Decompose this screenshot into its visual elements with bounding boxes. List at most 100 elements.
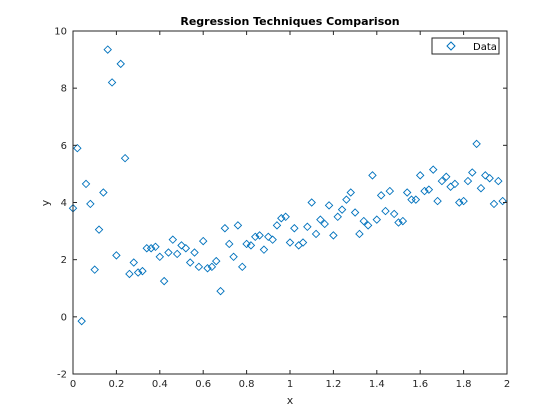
data-point xyxy=(472,139,481,149)
data-point xyxy=(281,212,290,222)
data-point xyxy=(246,241,256,250)
data-point xyxy=(303,222,312,232)
data-point xyxy=(86,199,95,209)
x-tick-label: 1.6 xyxy=(412,379,428,390)
x-tick-label: 0.2 xyxy=(108,379,124,390)
data-point xyxy=(185,258,195,267)
x-tick-label: 0 xyxy=(70,379,76,390)
data-point xyxy=(433,196,442,206)
data-point xyxy=(259,245,269,254)
data-point xyxy=(385,186,395,196)
data-point xyxy=(120,153,130,163)
x-tick-label: 1 xyxy=(287,379,293,390)
y-axis-label: y xyxy=(39,199,52,206)
data-point xyxy=(233,221,243,230)
data-point xyxy=(316,215,325,224)
chart-title: Regression Techniques Comparison xyxy=(180,15,399,28)
data-point xyxy=(468,168,477,177)
data-point xyxy=(381,206,390,216)
data-point xyxy=(198,236,208,246)
data-point xyxy=(498,196,507,206)
data-point xyxy=(133,268,143,277)
data-point xyxy=(376,191,386,200)
plot-area xyxy=(73,31,507,374)
data-point xyxy=(155,252,165,262)
data-point xyxy=(329,231,338,240)
data-point xyxy=(125,269,134,279)
data-point xyxy=(463,176,473,186)
data-point xyxy=(251,232,260,242)
data-point xyxy=(146,243,156,253)
x-tick-label: 1.8 xyxy=(456,379,472,390)
y-tick-label: 8 xyxy=(61,84,67,95)
data-point xyxy=(311,229,321,239)
data-point xyxy=(107,78,117,87)
data-point xyxy=(194,262,204,272)
legend-marker-data xyxy=(446,41,456,51)
data-point xyxy=(355,229,364,239)
data-point xyxy=(116,59,125,69)
data-point xyxy=(177,241,186,250)
x-tick-label: 0.8 xyxy=(239,379,255,390)
y-tick-label: 10 xyxy=(54,27,67,38)
data-point xyxy=(485,173,494,183)
data-point xyxy=(359,216,369,226)
legend: Data xyxy=(431,37,500,55)
data-point xyxy=(346,188,355,197)
data-point xyxy=(272,221,282,230)
data-point xyxy=(203,264,212,273)
data-point xyxy=(90,265,99,274)
data-point xyxy=(238,262,247,272)
data-point xyxy=(216,286,225,296)
data-point xyxy=(207,262,217,272)
data-point xyxy=(99,188,108,197)
data-point xyxy=(442,172,451,182)
x-axis-label: x xyxy=(287,394,294,407)
data-point xyxy=(363,221,373,230)
data-point xyxy=(168,235,178,244)
x-tick-label: 1.2 xyxy=(325,379,341,390)
data-point xyxy=(398,216,408,226)
data-point xyxy=(242,239,251,249)
x-tick-label: 0.6 xyxy=(195,379,211,390)
data-point xyxy=(172,249,182,259)
data-point xyxy=(159,276,169,286)
data-point xyxy=(420,186,429,196)
y-tick-label: 6 xyxy=(61,141,67,152)
data-point xyxy=(337,205,347,214)
data-point xyxy=(415,171,425,180)
data-point xyxy=(402,188,412,197)
data-point xyxy=(190,248,199,257)
legend-box xyxy=(431,37,500,55)
data-point xyxy=(129,258,138,267)
data-point xyxy=(94,225,104,234)
data-point xyxy=(307,198,316,207)
y-tick-label: 0 xyxy=(61,312,67,323)
data-point xyxy=(389,209,399,219)
data-point xyxy=(476,183,486,193)
data-point xyxy=(459,196,468,206)
data-point xyxy=(450,179,460,189)
data-point xyxy=(103,45,112,54)
data-point xyxy=(211,256,221,266)
x-tick-label: 2 xyxy=(504,379,510,390)
x-tick-label: 1.4 xyxy=(369,379,385,390)
data-point xyxy=(225,239,234,249)
data-point xyxy=(411,195,421,204)
data-point xyxy=(264,232,273,242)
data-point xyxy=(350,208,360,217)
data-point xyxy=(73,143,82,153)
data-point xyxy=(437,176,447,186)
x-tick-label: 0.4 xyxy=(152,379,168,390)
data-point xyxy=(368,171,377,180)
data-point xyxy=(372,215,382,224)
data-point xyxy=(112,251,121,260)
data-point xyxy=(333,212,342,222)
y-tick-label: -2 xyxy=(57,370,67,381)
data-point xyxy=(290,223,299,233)
data-point xyxy=(285,238,295,247)
data-point xyxy=(481,171,490,180)
data-point xyxy=(494,176,503,186)
y-tick-label: 4 xyxy=(61,198,67,209)
